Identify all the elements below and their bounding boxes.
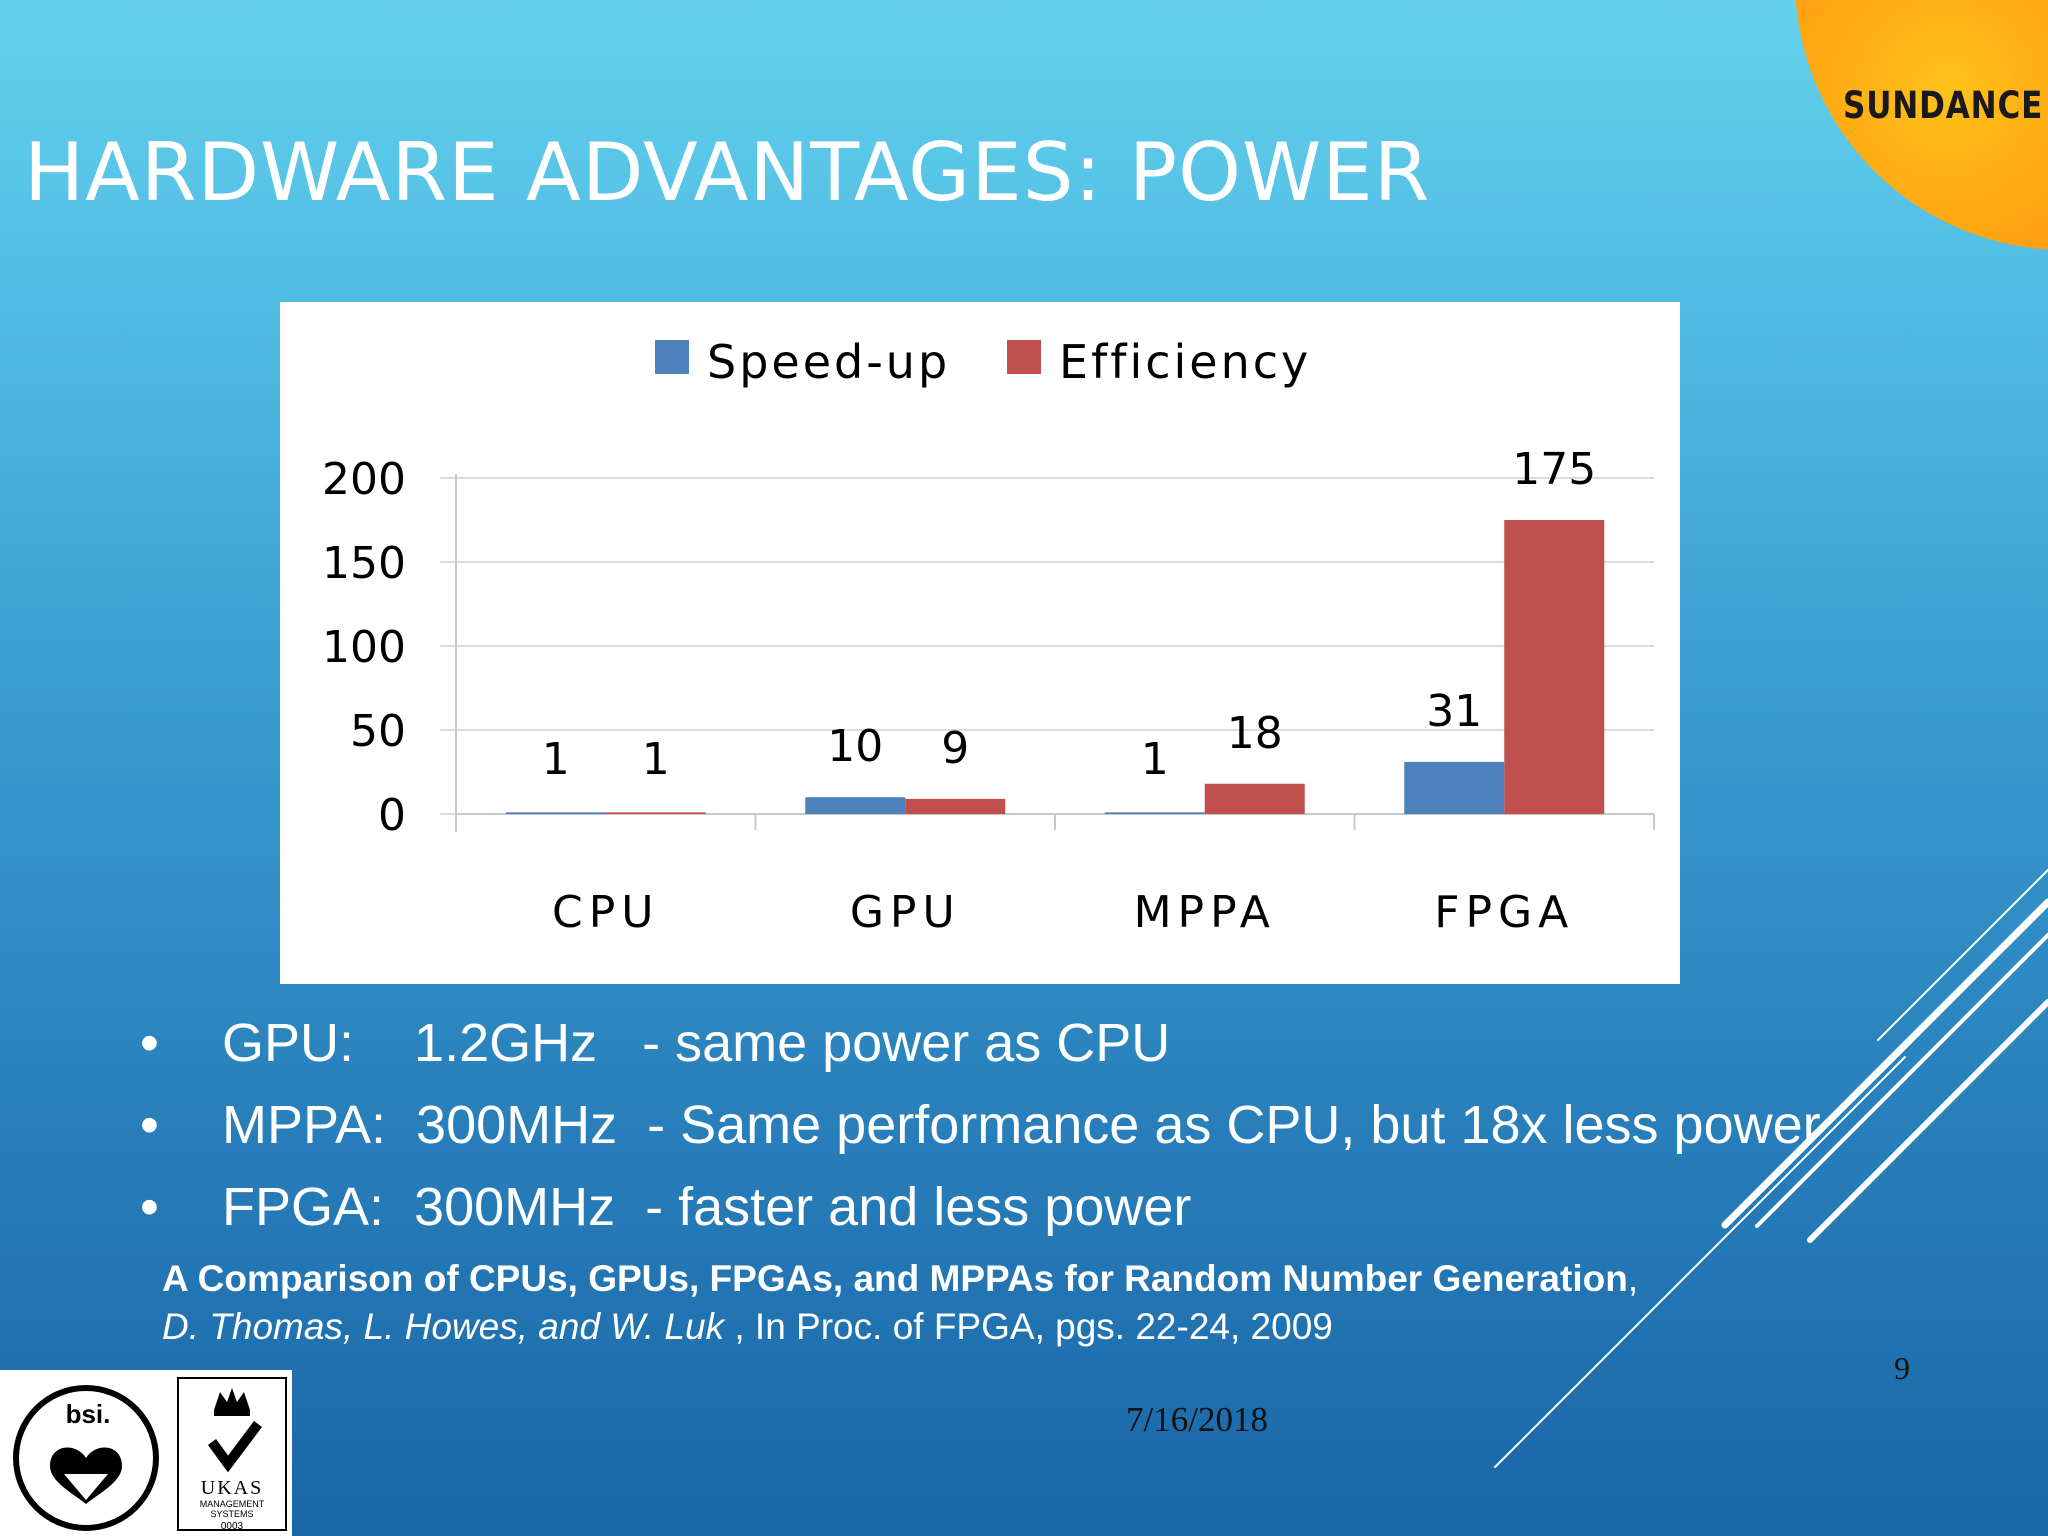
y-tick-label: 0 xyxy=(378,790,406,841)
citation-details-line: D. Thomas, L. Howes, and W. Luk , In Pro… xyxy=(162,1306,1333,1348)
data-label: 1 xyxy=(642,734,670,785)
x-tick-label: CPU xyxy=(552,887,659,938)
data-label: 1 xyxy=(542,734,570,785)
chart-background xyxy=(280,302,1680,984)
citation-venue: , In Proc. of FPGA, pgs. 22-24, 2009 xyxy=(724,1306,1333,1347)
ukas-subtext-1: MANAGEMENT xyxy=(200,1499,265,1509)
data-label: 10 xyxy=(827,721,883,772)
bsi-text: bsi. xyxy=(66,1399,111,1429)
sundance-logo: SUNDANCE xyxy=(1843,84,2044,127)
x-tick-label: MPPA xyxy=(1134,887,1276,938)
bullet-list: • GPU: 1.2GHz - same power as CPU • MPPA… xyxy=(140,1012,1821,1258)
data-label: 9 xyxy=(941,723,969,774)
citation-authors: D. Thomas, L. Howes, and W. Luk xyxy=(162,1306,725,1347)
citation-comma: , xyxy=(1627,1258,1639,1299)
bar-efficiency xyxy=(1204,783,1305,814)
ukas-text: UKAS xyxy=(201,1477,263,1499)
y-tick-label: 200 xyxy=(322,454,406,505)
chart-legend: Speed-up Efficiency xyxy=(655,335,1311,389)
x-axis-category-labels: CPU GPU MPPA FPGA xyxy=(552,887,1574,938)
bullet-dot: • xyxy=(140,1013,159,1073)
bullet-item: • MPPA: 300MHz - Same performance as CPU… xyxy=(140,1094,1821,1176)
y-tick-label: 50 xyxy=(350,706,406,757)
data-label: 1 xyxy=(1141,734,1169,785)
bar-speed-up xyxy=(805,797,906,814)
slide-date: 7/16/2018 xyxy=(1126,1400,1268,1439)
triangle-icon xyxy=(64,1474,108,1500)
legend-swatch-speed-up xyxy=(655,340,689,374)
bullet-text: GPU: 1.2GHz - same power as CPU xyxy=(222,1013,1171,1073)
bar-speed-up xyxy=(1404,761,1505,814)
bar-efficiency xyxy=(905,798,1006,814)
bullet-text: MPPA: 300MHz - Same performance as CPU, … xyxy=(222,1095,1821,1155)
ukas-certification-logo: UKAS MANAGEMENT SYSTEMS 0003 xyxy=(172,1370,292,1536)
bar-speed-up xyxy=(1104,812,1205,814)
legend-swatch-efficiency xyxy=(1007,340,1041,374)
bullet-dot: • xyxy=(140,1177,159,1237)
chart-bars xyxy=(505,520,1605,814)
bar-speed-up xyxy=(505,812,606,814)
bsi-certification-logo: bsi. xyxy=(0,1370,172,1536)
data-label: 18 xyxy=(1227,708,1283,759)
bullet-item: • GPU: 1.2GHz - same power as CPU xyxy=(140,1012,1170,1094)
y-axis-tick-labels: 0 50 100 150 200 xyxy=(322,454,406,841)
checkmark-icon xyxy=(207,1421,262,1473)
data-label: 175 xyxy=(1512,444,1596,495)
x-tick-label: FPGA xyxy=(1434,887,1574,938)
ukas-subtext-2: SYSTEMS xyxy=(210,1509,253,1519)
bar-efficiency xyxy=(605,812,706,814)
bullet-item: • FPGA: 300MHz - faster and less power xyxy=(140,1176,1191,1258)
x-tick-label: GPU xyxy=(850,887,961,938)
citation-title-line: A Comparison of CPUs, GPUs, FPGAs, and M… xyxy=(162,1258,1638,1300)
slide-number: 9 xyxy=(1894,1350,1910,1386)
legend-label: Efficiency xyxy=(1059,335,1311,389)
slide-title: HARDWARE ADVANTAGES: POWER xyxy=(24,126,1431,219)
citation-title: A Comparison of CPUs, GPUs, FPGAs, and M… xyxy=(162,1258,1628,1299)
ukas-code: 0003 xyxy=(221,1521,244,1532)
bar-efficiency xyxy=(1504,520,1605,814)
y-tick-label: 100 xyxy=(322,622,406,673)
legend-label: Speed-up xyxy=(707,335,950,389)
bullet-dot: • xyxy=(140,1095,159,1155)
y-tick-label: 150 xyxy=(322,538,406,589)
crown-icon xyxy=(214,1388,250,1410)
data-label: 31 xyxy=(1426,686,1482,737)
bullet-text: FPGA: 300MHz - faster and less power xyxy=(222,1177,1192,1237)
